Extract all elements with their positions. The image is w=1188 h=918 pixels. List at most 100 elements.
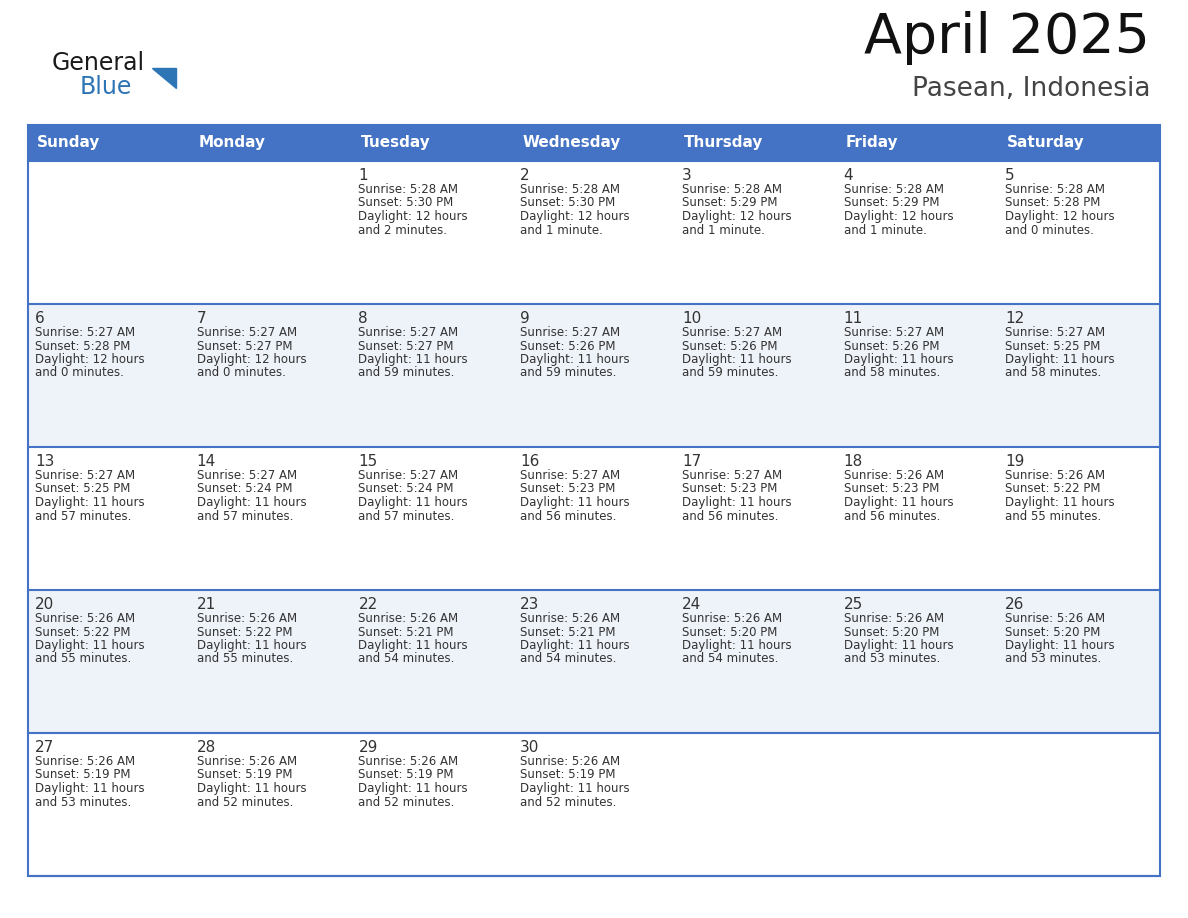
Text: Sunrise: 5:26 AM: Sunrise: 5:26 AM xyxy=(197,755,297,768)
Text: Sunset: 5:23 PM: Sunset: 5:23 PM xyxy=(843,483,939,496)
Text: Sunrise: 5:28 AM: Sunrise: 5:28 AM xyxy=(843,183,943,196)
Text: 25: 25 xyxy=(843,597,862,612)
Text: 30: 30 xyxy=(520,740,539,755)
Text: Daylight: 11 hours: Daylight: 11 hours xyxy=(34,639,145,652)
Text: Daylight: 11 hours: Daylight: 11 hours xyxy=(843,496,953,509)
Text: Daylight: 11 hours: Daylight: 11 hours xyxy=(197,496,307,509)
Text: Sunset: 5:29 PM: Sunset: 5:29 PM xyxy=(682,196,777,209)
Text: Sunset: 5:25 PM: Sunset: 5:25 PM xyxy=(34,483,131,496)
Text: Sunset: 5:20 PM: Sunset: 5:20 PM xyxy=(843,625,939,639)
Text: and 1 minute.: and 1 minute. xyxy=(843,223,927,237)
Text: 15: 15 xyxy=(359,454,378,469)
Text: Sunset: 5:27 PM: Sunset: 5:27 PM xyxy=(197,340,292,353)
Text: Sunset: 5:24 PM: Sunset: 5:24 PM xyxy=(197,483,292,496)
Text: Sunset: 5:20 PM: Sunset: 5:20 PM xyxy=(1005,625,1100,639)
Text: Sunset: 5:23 PM: Sunset: 5:23 PM xyxy=(520,483,615,496)
Bar xyxy=(352,125,513,161)
Text: 12: 12 xyxy=(1005,311,1024,326)
Text: General: General xyxy=(52,51,145,75)
Text: Sunrise: 5:27 AM: Sunrise: 5:27 AM xyxy=(197,469,297,482)
Text: and 53 minutes.: and 53 minutes. xyxy=(1005,653,1101,666)
Text: and 57 minutes.: and 57 minutes. xyxy=(197,509,293,522)
Text: 20: 20 xyxy=(34,597,55,612)
Text: 23: 23 xyxy=(520,597,539,612)
Text: Daylight: 12 hours: Daylight: 12 hours xyxy=(520,210,630,223)
Text: Sunset: 5:30 PM: Sunset: 5:30 PM xyxy=(359,196,454,209)
Text: Sunrise: 5:27 AM: Sunrise: 5:27 AM xyxy=(520,469,620,482)
Text: Sunset: 5:26 PM: Sunset: 5:26 PM xyxy=(843,340,939,353)
Polygon shape xyxy=(152,68,176,88)
Text: Sunset: 5:20 PM: Sunset: 5:20 PM xyxy=(682,625,777,639)
Text: 17: 17 xyxy=(682,454,701,469)
Text: Tuesday: Tuesday xyxy=(360,136,430,151)
Text: Daylight: 12 hours: Daylight: 12 hours xyxy=(682,210,791,223)
Bar xyxy=(998,125,1159,161)
Text: 13: 13 xyxy=(34,454,55,469)
Text: Sunrise: 5:27 AM: Sunrise: 5:27 AM xyxy=(359,326,459,339)
Text: Sunrise: 5:26 AM: Sunrise: 5:26 AM xyxy=(520,755,620,768)
Text: Daylight: 11 hours: Daylight: 11 hours xyxy=(197,782,307,795)
Text: Sunrise: 5:26 AM: Sunrise: 5:26 AM xyxy=(1005,612,1105,625)
Bar xyxy=(836,125,998,161)
Text: Sunrise: 5:26 AM: Sunrise: 5:26 AM xyxy=(682,612,782,625)
Text: Daylight: 11 hours: Daylight: 11 hours xyxy=(34,496,145,509)
Text: Daylight: 11 hours: Daylight: 11 hours xyxy=(34,782,145,795)
Text: Daylight: 11 hours: Daylight: 11 hours xyxy=(520,639,630,652)
Bar xyxy=(513,125,675,161)
Bar xyxy=(675,125,836,161)
Text: Sunrise: 5:26 AM: Sunrise: 5:26 AM xyxy=(1005,469,1105,482)
Text: and 55 minutes.: and 55 minutes. xyxy=(1005,509,1101,522)
Text: 26: 26 xyxy=(1005,597,1025,612)
Text: 8: 8 xyxy=(359,311,368,326)
Text: 10: 10 xyxy=(682,311,701,326)
Text: Daylight: 12 hours: Daylight: 12 hours xyxy=(197,353,307,366)
Text: Sunset: 5:27 PM: Sunset: 5:27 PM xyxy=(359,340,454,353)
Text: Sunrise: 5:26 AM: Sunrise: 5:26 AM xyxy=(359,755,459,768)
Text: and 2 minutes.: and 2 minutes. xyxy=(359,223,448,237)
Text: 1: 1 xyxy=(359,168,368,183)
Text: Sunset: 5:30 PM: Sunset: 5:30 PM xyxy=(520,196,615,209)
Text: and 0 minutes.: and 0 minutes. xyxy=(1005,223,1094,237)
Text: Sunrise: 5:26 AM: Sunrise: 5:26 AM xyxy=(34,755,135,768)
Text: Sunrise: 5:26 AM: Sunrise: 5:26 AM xyxy=(197,612,297,625)
Text: Daylight: 11 hours: Daylight: 11 hours xyxy=(682,496,791,509)
Text: Sunrise: 5:27 AM: Sunrise: 5:27 AM xyxy=(682,469,782,482)
Text: and 55 minutes.: and 55 minutes. xyxy=(34,653,131,666)
Text: and 54 minutes.: and 54 minutes. xyxy=(520,653,617,666)
Text: Sunset: 5:24 PM: Sunset: 5:24 PM xyxy=(359,483,454,496)
Text: Sunrise: 5:28 AM: Sunrise: 5:28 AM xyxy=(682,183,782,196)
Text: Sunset: 5:28 PM: Sunset: 5:28 PM xyxy=(1005,196,1100,209)
Text: 27: 27 xyxy=(34,740,55,755)
Text: Daylight: 11 hours: Daylight: 11 hours xyxy=(520,782,630,795)
Text: and 57 minutes.: and 57 minutes. xyxy=(34,509,132,522)
Text: Daylight: 11 hours: Daylight: 11 hours xyxy=(359,353,468,366)
Text: Daylight: 11 hours: Daylight: 11 hours xyxy=(520,496,630,509)
Text: and 56 minutes.: and 56 minutes. xyxy=(682,509,778,522)
Text: and 56 minutes.: and 56 minutes. xyxy=(843,509,940,522)
Text: Sunrise: 5:26 AM: Sunrise: 5:26 AM xyxy=(843,612,943,625)
Text: and 59 minutes.: and 59 minutes. xyxy=(682,366,778,379)
Text: and 52 minutes.: and 52 minutes. xyxy=(520,796,617,809)
Text: 9: 9 xyxy=(520,311,530,326)
Bar xyxy=(29,125,190,161)
Text: Daylight: 11 hours: Daylight: 11 hours xyxy=(682,353,791,366)
Text: Daylight: 12 hours: Daylight: 12 hours xyxy=(359,210,468,223)
Text: 6: 6 xyxy=(34,311,45,326)
Text: and 0 minutes.: and 0 minutes. xyxy=(34,366,124,379)
Text: and 58 minutes.: and 58 minutes. xyxy=(843,366,940,379)
Text: 3: 3 xyxy=(682,168,691,183)
Bar xyxy=(29,161,1159,304)
Text: Daylight: 11 hours: Daylight: 11 hours xyxy=(1005,496,1114,509)
Text: and 59 minutes.: and 59 minutes. xyxy=(520,366,617,379)
Text: Sunset: 5:23 PM: Sunset: 5:23 PM xyxy=(682,483,777,496)
Text: Saturday: Saturday xyxy=(1007,136,1085,151)
Text: 14: 14 xyxy=(197,454,216,469)
Text: Sunrise: 5:28 AM: Sunrise: 5:28 AM xyxy=(1005,183,1105,196)
Text: Daylight: 11 hours: Daylight: 11 hours xyxy=(359,639,468,652)
Text: Pasean, Indonesia: Pasean, Indonesia xyxy=(911,76,1150,102)
Text: 29: 29 xyxy=(359,740,378,755)
Bar xyxy=(29,125,1159,876)
Text: Sunset: 5:26 PM: Sunset: 5:26 PM xyxy=(682,340,777,353)
Text: Sunrise: 5:27 AM: Sunrise: 5:27 AM xyxy=(1005,326,1105,339)
Text: and 59 minutes.: and 59 minutes. xyxy=(359,366,455,379)
